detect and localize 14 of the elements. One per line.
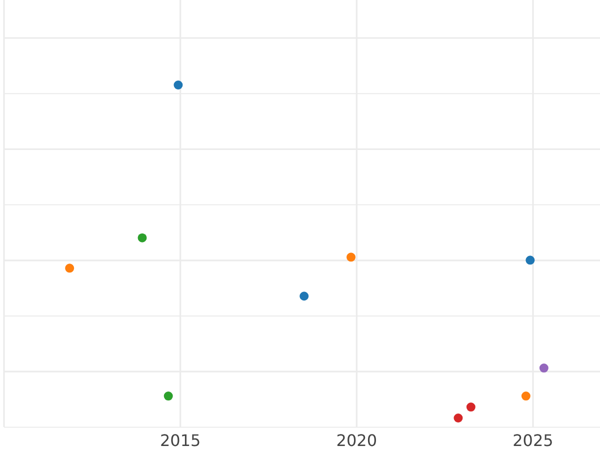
- point: [526, 256, 535, 265]
- point: [174, 80, 183, 90]
- x-tick-label: 2020: [336, 431, 378, 450]
- point: [539, 364, 548, 373]
- point: [521, 392, 530, 401]
- point: [65, 264, 74, 273]
- x-tick-label: 2025: [512, 431, 554, 450]
- x-tick-label: 2015: [160, 431, 201, 450]
- point: [454, 414, 463, 422]
- point: [300, 292, 309, 301]
- point: [346, 252, 356, 262]
- point: [138, 233, 147, 242]
- point: [164, 392, 173, 401]
- point: [466, 402, 476, 412]
